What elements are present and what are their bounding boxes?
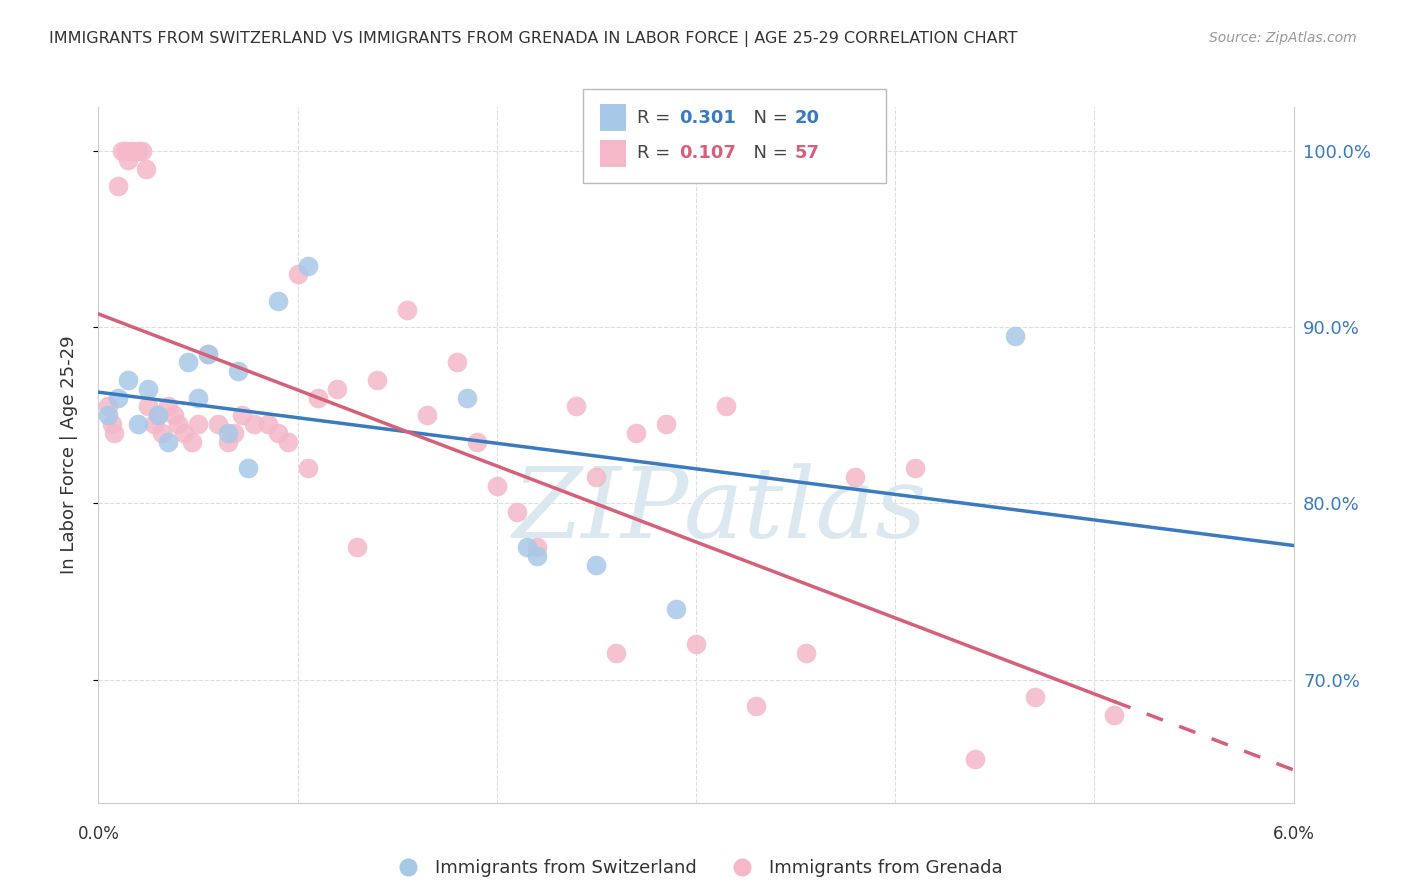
- Point: [655, 417, 678, 431]
- Point: [243, 417, 266, 431]
- Point: [794, 646, 817, 660]
- Point: [148, 409, 170, 423]
- Point: [136, 400, 159, 414]
- Point: [97, 400, 120, 414]
- Point: [396, 302, 419, 317]
- Point: [605, 646, 627, 660]
- Point: [1102, 707, 1125, 722]
- Point: [127, 144, 149, 158]
- Point: [143, 417, 166, 431]
- Point: [1004, 329, 1026, 343]
- Point: [207, 417, 229, 431]
- Point: [904, 461, 927, 475]
- Point: [565, 400, 588, 414]
- Point: [111, 144, 134, 158]
- Point: [97, 409, 120, 423]
- Point: [297, 461, 319, 475]
- Point: [267, 425, 290, 440]
- Point: [148, 409, 170, 423]
- Point: [136, 382, 159, 396]
- Point: [127, 417, 149, 431]
- Text: 0.107: 0.107: [679, 145, 735, 162]
- Point: [107, 179, 129, 194]
- Text: R =: R =: [637, 145, 676, 162]
- Text: N =: N =: [742, 109, 794, 127]
- Point: [217, 425, 239, 440]
- Point: [181, 434, 204, 449]
- Legend: Immigrants from Switzerland, Immigrants from Grenada: Immigrants from Switzerland, Immigrants …: [382, 852, 1010, 884]
- Point: [267, 293, 290, 308]
- Text: ZIPatlas: ZIPatlas: [513, 463, 927, 558]
- Point: [101, 417, 124, 431]
- Point: [456, 391, 478, 405]
- Point: [150, 425, 173, 440]
- Point: [526, 549, 548, 564]
- Point: [197, 346, 219, 360]
- Point: [506, 505, 529, 519]
- Point: [222, 425, 245, 440]
- Text: R =: R =: [637, 109, 676, 127]
- Text: 57: 57: [794, 145, 820, 162]
- Point: [685, 637, 707, 651]
- Point: [121, 144, 143, 158]
- Point: [173, 425, 195, 440]
- Point: [117, 373, 139, 387]
- Point: [163, 409, 186, 423]
- Text: 0.0%: 0.0%: [77, 825, 120, 843]
- Point: [346, 541, 368, 555]
- Point: [844, 470, 866, 484]
- Text: 20: 20: [794, 109, 820, 127]
- Point: [231, 409, 253, 423]
- Point: [1024, 690, 1046, 705]
- Point: [217, 434, 239, 449]
- Point: [626, 425, 648, 440]
- Point: [256, 417, 278, 431]
- Point: [287, 268, 309, 282]
- Point: [107, 391, 129, 405]
- Text: Source: ZipAtlas.com: Source: ZipAtlas.com: [1209, 31, 1357, 45]
- Point: [103, 425, 125, 440]
- Point: [665, 602, 688, 616]
- Text: 0.301: 0.301: [679, 109, 735, 127]
- Point: [307, 391, 329, 405]
- Point: [585, 558, 607, 572]
- Point: [465, 434, 488, 449]
- Point: [963, 752, 986, 766]
- Point: [585, 470, 607, 484]
- Point: [115, 144, 138, 158]
- Point: [135, 161, 157, 176]
- Text: N =: N =: [742, 145, 794, 162]
- Point: [277, 434, 299, 449]
- Point: [485, 479, 508, 493]
- Point: [714, 400, 737, 414]
- Text: 6.0%: 6.0%: [1272, 825, 1315, 843]
- Point: [157, 400, 180, 414]
- Point: [157, 434, 180, 449]
- Point: [526, 541, 548, 555]
- Point: [226, 364, 249, 378]
- Text: IMMIGRANTS FROM SWITZERLAND VS IMMIGRANTS FROM GRENADA IN LABOR FORCE | AGE 25-2: IMMIGRANTS FROM SWITZERLAND VS IMMIGRANT…: [49, 31, 1018, 47]
- Point: [167, 417, 190, 431]
- Point: [745, 698, 768, 713]
- Point: [187, 417, 209, 431]
- Point: [187, 391, 209, 405]
- Point: [197, 346, 219, 360]
- Point: [366, 373, 388, 387]
- Point: [117, 153, 139, 167]
- Point: [236, 461, 259, 475]
- Point: [297, 259, 319, 273]
- Y-axis label: In Labor Force | Age 25-29: In Labor Force | Age 25-29: [59, 335, 77, 574]
- Point: [131, 144, 153, 158]
- Point: [446, 355, 468, 369]
- Point: [326, 382, 349, 396]
- Point: [516, 541, 538, 555]
- Point: [177, 355, 200, 369]
- Point: [416, 409, 439, 423]
